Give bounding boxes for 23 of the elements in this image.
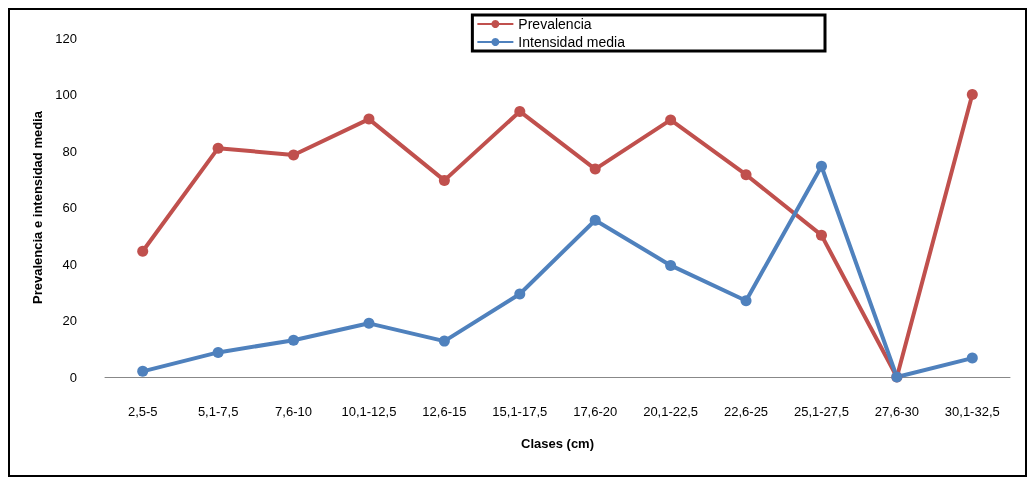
y-tick-label: 120 [55,30,77,46]
x-tick-label: 20,1-22,5 [643,404,699,419]
x-tick-label: 7,6-10 [275,404,312,419]
x-tick-label: 25,1-27,5 [793,404,849,419]
legend-label: Prevalencia [518,16,592,32]
x-tick-label: 5,1-7,5 [197,404,239,419]
x-tick-label: 12,6-15 [422,404,467,419]
x-tick-label: 22,6-25 [723,404,769,419]
x-tick-label: 17,6-20 [573,404,618,419]
y-tick-label: 100 [55,87,77,102]
legend-label: Intensidad media [518,34,626,50]
x-tick-label: 10,1-12,5 [341,404,397,419]
x-tick-label: 2,5-5 [127,404,158,419]
y-tick-label: 40 [62,256,77,272]
x-tick-label: 15,1-17,5 [492,404,548,419]
x-tick-label: 27,6-30 [874,404,919,419]
y-tick-label: 0 [69,369,77,385]
y-tick-label: 80 [62,143,77,159]
x-tick-label: 30,1-32,5 [944,404,1000,419]
y-tick-label: 60 [62,200,77,215]
x-axis-title: Clases (cm) [521,436,594,451]
y-axis-title: Prevalencia e intensidad media [30,110,46,304]
y-tick-label: 20 [62,313,77,328]
